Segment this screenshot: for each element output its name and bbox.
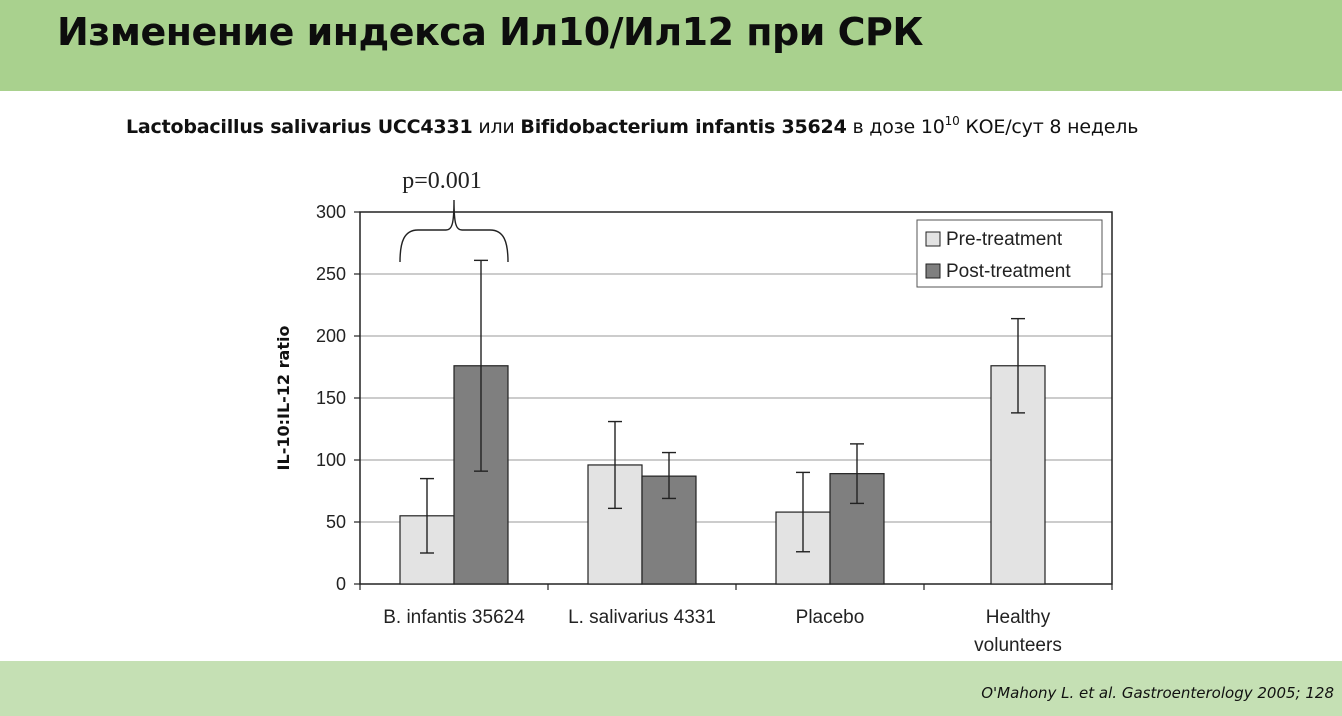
x-category-label: L. salivarius 4331 — [568, 607, 716, 628]
legend-label: Pre-treatment — [946, 229, 1063, 250]
y-tick-label: 100 — [316, 450, 346, 470]
y-axis-title: IL-10:IL-12 ratio — [274, 326, 293, 471]
y-tick-label: 300 — [316, 202, 346, 222]
citation: O'Mahony L. et al. Gastroenterology 2005… — [981, 684, 1334, 702]
legend-label: Post-treatment — [946, 261, 1071, 282]
x-category-label: volunteers — [974, 635, 1062, 656]
x-category-label: B. infantis 35624 — [383, 607, 525, 628]
page-title: Изменение индекса Ил10/Ил12 при СРК — [57, 10, 923, 54]
y-tick-label: 250 — [316, 264, 346, 284]
dose-prefix: в дозе 10 — [846, 116, 945, 138]
subtitle-conj: или — [472, 116, 521, 138]
legend-swatch — [925, 231, 941, 247]
y-tick-label: 150 — [316, 388, 346, 408]
title-bar — [0, 0, 1342, 91]
p-value-label: p=0.001 — [402, 168, 482, 194]
legend-box — [916, 219, 1103, 288]
dose-exponent: 10 — [944, 114, 960, 128]
legend-swatch — [925, 263, 941, 279]
p-value-bracket — [399, 199, 509, 263]
footer-bar — [0, 661, 1342, 716]
y-tick-label: 0 — [336, 574, 346, 594]
strain-2: Bifidobacterium infantis 35624 — [520, 116, 847, 138]
y-tick-label: 50 — [326, 512, 346, 532]
strain-1: Lactobacillus salivarius UCC4331 — [126, 116, 473, 138]
legend: Pre-treatment Post-treatment — [916, 219, 1103, 288]
x-category-label: Placebo — [796, 607, 865, 628]
x-category-label: Healthy — [986, 607, 1051, 628]
dose-suffix: КОЕ/сут 8 недель — [959, 116, 1139, 138]
y-tick-label: 200 — [316, 326, 346, 346]
subtitle: Lactobacillus salivarius UCC4331 или Bif… — [126, 114, 1139, 138]
